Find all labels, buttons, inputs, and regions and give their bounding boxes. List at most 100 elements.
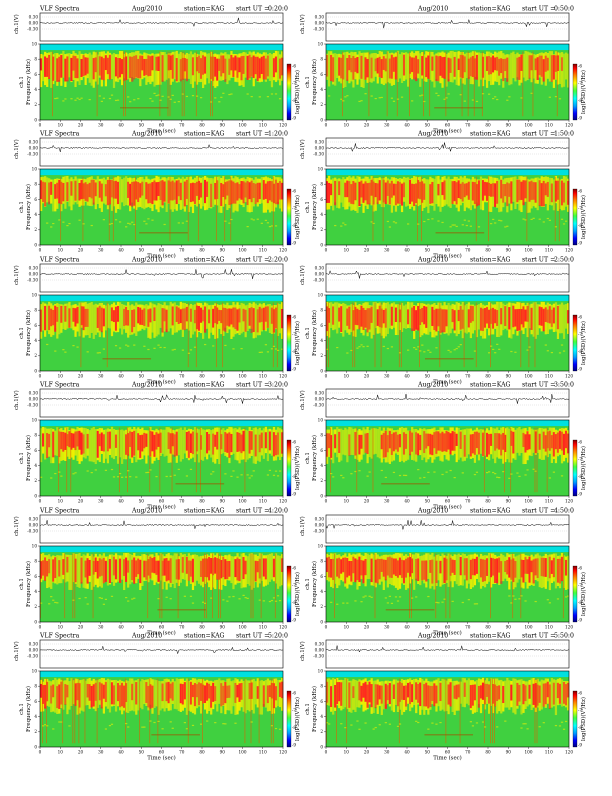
sferic-red [112, 556, 116, 576]
low-band-speckle [238, 598, 241, 600]
sferic-yellow [445, 178, 448, 205]
low-band-speckle [116, 99, 120, 101]
sferic-red [151, 685, 154, 708]
sferic-yellow [202, 304, 205, 339]
sferic-yellow [276, 51, 280, 81]
x-tick-label: 50 [139, 625, 145, 630]
sferic-spike [112, 176, 114, 242]
sferic-yellow [400, 52, 404, 83]
sferic-red [336, 682, 339, 704]
low-band-speckle [518, 475, 521, 477]
low-band-speckle [518, 598, 521, 600]
low-band-speckle [50, 596, 53, 598]
sferic-red [171, 682, 174, 701]
low-band-speckle [149, 469, 152, 471]
sferic-red [417, 180, 420, 199]
x-tick-label: 50 [139, 750, 145, 755]
spectrogram-image [326, 44, 570, 120]
y-tick-label: 6 [320, 574, 323, 579]
low-band-speckle [463, 219, 466, 221]
sferic-red [330, 183, 333, 196]
sferic-spike [421, 176, 422, 242]
low-band-speckle [171, 349, 174, 351]
low-band-speckle [386, 347, 389, 350]
sferic-red [346, 308, 349, 326]
y-tick-label: 8 [320, 684, 323, 689]
sferic-spike [161, 553, 163, 619]
sferic-red [392, 432, 396, 452]
x-tick-label: 70 [465, 499, 471, 504]
sferic-red [232, 181, 235, 204]
panel-date: Aug/2010 [417, 382, 448, 389]
sferic-red [546, 309, 549, 323]
sferic-spike [445, 678, 447, 744]
y-tick-label: 2 [320, 353, 323, 358]
sferic-red [496, 180, 499, 204]
sferic-red [145, 58, 148, 75]
sferic-yellow [193, 554, 197, 586]
sferic-red [376, 309, 379, 326]
sferic-spike [206, 553, 207, 619]
low-band-speckle [471, 725, 475, 727]
sferic-red [437, 431, 440, 451]
sferic-red [222, 55, 225, 74]
sferic-red [102, 58, 105, 81]
sferic-spike [139, 678, 141, 744]
sferic-yellow [344, 52, 347, 88]
sferic-red [388, 683, 391, 705]
amp-tick-label: 0.00 [315, 396, 325, 401]
low-band-speckle [58, 721, 61, 723]
amp-axis-label: ch.1(V) [13, 265, 20, 285]
x-tick-label: 100 [525, 374, 533, 379]
sferic-red [175, 559, 178, 580]
sferic-red [411, 558, 414, 574]
x-tick-label: 40 [118, 625, 124, 630]
sferic-yellow [356, 176, 359, 213]
colorbar-tick-label: -7 [292, 457, 296, 462]
low-band-speckle [358, 728, 361, 730]
sferic-red [548, 306, 551, 324]
x-tick-label: 100 [239, 374, 247, 379]
sferic-red [522, 683, 525, 705]
colorbar-tick-label: -9 [578, 742, 582, 747]
low-band-speckle [364, 93, 367, 95]
low-band-speckle [240, 348, 243, 350]
sferic-red [84, 560, 87, 578]
sferic-red [149, 556, 152, 579]
sferic-red [104, 560, 108, 582]
sferic-red [504, 58, 507, 72]
sferic-red [534, 558, 537, 576]
sferic-yellow [475, 305, 479, 338]
sferic-spike [483, 427, 485, 493]
sferic-red [44, 684, 47, 709]
low-band-speckle [439, 721, 442, 724]
sferic-red [431, 181, 434, 204]
sferic-yellow [512, 678, 515, 713]
sferic-spike [411, 553, 412, 619]
low-band-speckle [534, 600, 537, 603]
sferic-spike [326, 302, 327, 368]
sferic-red [469, 57, 472, 77]
y-tick-label: 2 [320, 729, 323, 734]
x-tick-label: 110 [259, 625, 267, 630]
cutoff-band [40, 44, 283, 51]
sferic-red [171, 433, 174, 447]
sferic-red [92, 58, 95, 80]
sferic-red [48, 433, 51, 448]
sferic-red [338, 307, 341, 322]
amplitude-frame [39, 137, 284, 167]
low-band-speckle [520, 727, 523, 729]
sferic-red [485, 56, 489, 71]
sferic-red [118, 58, 122, 78]
sferic-spike [96, 51, 98, 117]
sferic-red [248, 308, 251, 326]
sferic-spike [74, 678, 76, 744]
low-band-speckle [500, 220, 503, 222]
sferic-red [340, 559, 343, 574]
sferic-red [560, 431, 564, 451]
sferic-spike [125, 51, 126, 117]
sferic-yellow [177, 428, 180, 456]
low-band-speckle [512, 595, 515, 597]
sferic-spike [230, 176, 232, 242]
sferic-yellow [254, 303, 257, 338]
